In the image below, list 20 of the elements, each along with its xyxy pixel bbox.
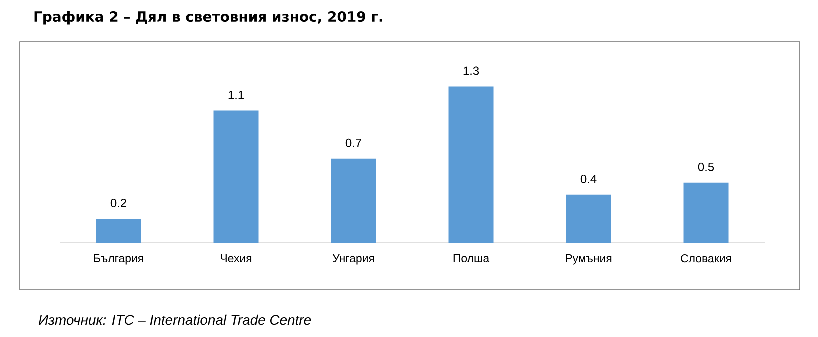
x-tick-label: Чехия — [221, 254, 252, 263]
chart-title: Графика 2 – Дял в световния износ, 2019 г. — [34, 11, 382, 25]
text: Източник: ITC – International Trade Centre — [38, 314, 312, 326]
data-label: 0.5 — [698, 162, 714, 172]
bar — [566, 194, 612, 243]
bar — [684, 182, 729, 243]
x-tick-label: Словакия — [681, 254, 732, 263]
data-label: 0.4 — [580, 174, 597, 184]
bar — [448, 86, 494, 243]
data-label: 0.7 — [346, 138, 362, 148]
data-label: 0.2 — [110, 198, 126, 208]
data-label: 1.1 — [228, 91, 244, 100]
bar — [331, 158, 376, 243]
x-tick-label: Унгария — [332, 254, 374, 265]
bar — [214, 110, 259, 243]
bar — [96, 218, 142, 243]
data-label: 1.3 — [464, 66, 480, 76]
x-tick-label: Румъния — [566, 254, 612, 265]
x-tick-label: България — [94, 254, 144, 265]
x-tick-label: Полша — [454, 254, 490, 263]
